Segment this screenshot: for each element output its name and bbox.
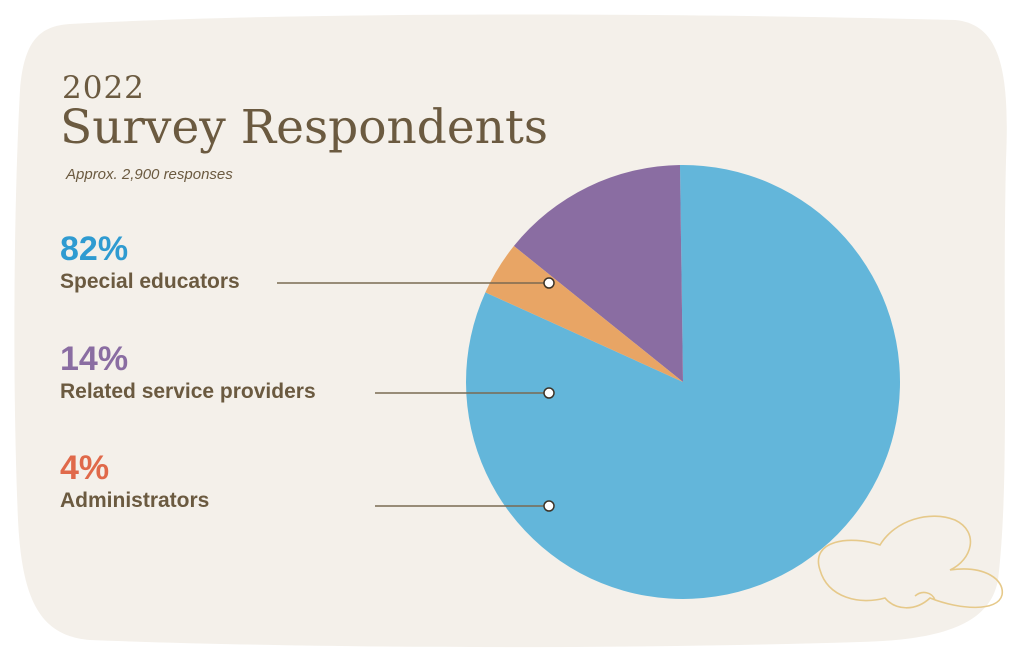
year-label: 2022 (62, 70, 145, 106)
subtitle: Approx. 2,900 responses (66, 166, 233, 183)
decorative-doodle (817, 515, 1003, 609)
leader-lines (277, 277, 555, 512)
pie-slice-special-educators (466, 164, 901, 599)
leader-dot-administrators (543, 500, 555, 512)
page-title: Survey Respondents (60, 100, 548, 155)
legend-label-special-educators: Special educators (60, 270, 240, 293)
leader-dot-related-service-providers (543, 387, 555, 399)
pie-slice-administrators (485, 246, 683, 382)
leader-dot-special-educators (543, 277, 555, 289)
legend-percent-administrators: 4% (60, 449, 110, 487)
pie-slices (466, 164, 901, 599)
legend-percent-related-service-providers: 14% (60, 340, 129, 378)
legend-label-administrators: Administrators (60, 489, 210, 512)
legend-percent-special-educators: 82% (60, 230, 129, 268)
legend-label-related-service-providers: Related service providers (60, 380, 316, 403)
pie-slice-related-service-providers (513, 165, 683, 382)
